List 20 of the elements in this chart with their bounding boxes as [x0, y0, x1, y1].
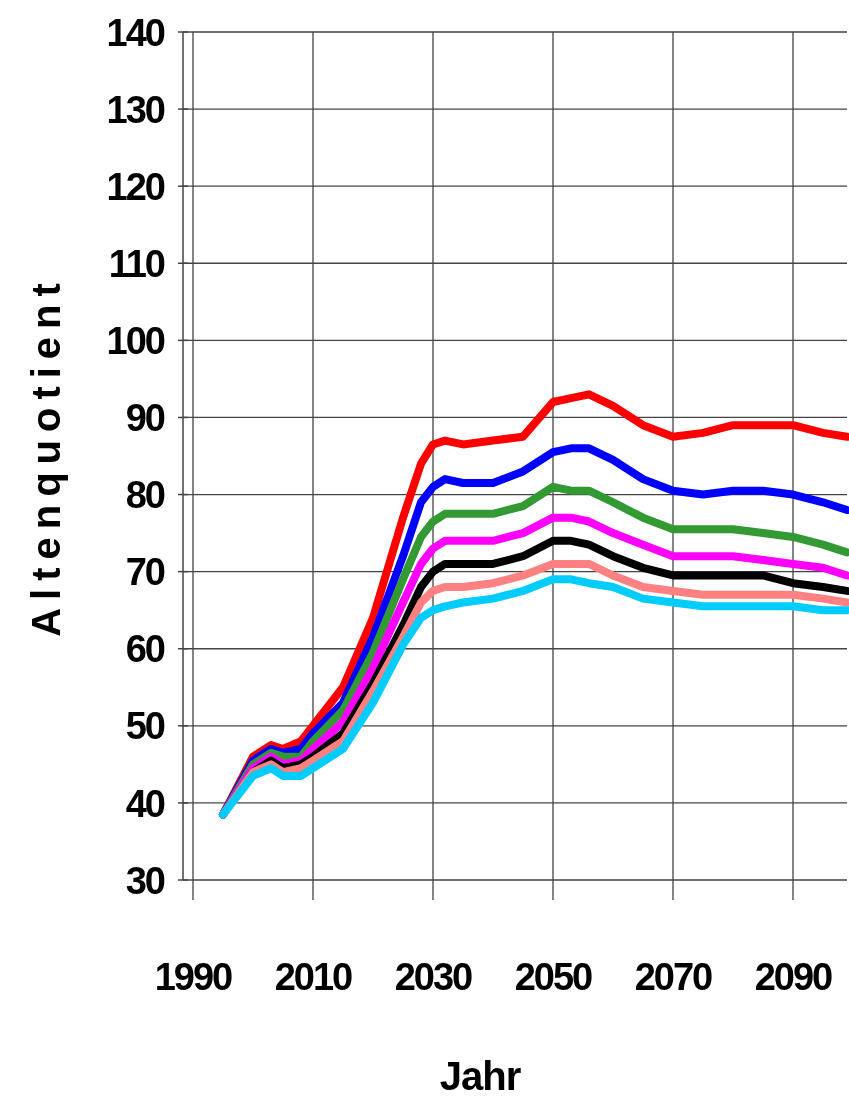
y-tick-label: 30	[125, 859, 165, 902]
y-axis-title: Altenquotient	[24, 275, 68, 637]
x-tick-label: 2030	[394, 956, 473, 998]
y-tick-label: 40	[125, 782, 165, 825]
y-tick-label: 60	[125, 628, 165, 671]
y-tick-label: 80	[125, 474, 165, 517]
x-tick-label: 2070	[634, 956, 713, 998]
x-tick-label: 2010	[274, 956, 353, 998]
y-tick-label: 100	[106, 320, 165, 363]
x-axis-title: Jahr	[439, 1054, 521, 1098]
y-tick-label: 50	[125, 705, 165, 748]
x-tick-label: 1990	[154, 956, 233, 998]
y-tick-label: 110	[108, 242, 165, 285]
y-tick-label: 130	[106, 88, 165, 131]
y-tick-label: 120	[106, 165, 165, 208]
x-tick-label: 2050	[514, 956, 593, 998]
y-tick-label: 90	[125, 397, 165, 440]
y-tick-label: 70	[125, 551, 165, 594]
x-tick-label: 2090	[754, 956, 833, 998]
y-tick-label: 140	[106, 11, 165, 54]
